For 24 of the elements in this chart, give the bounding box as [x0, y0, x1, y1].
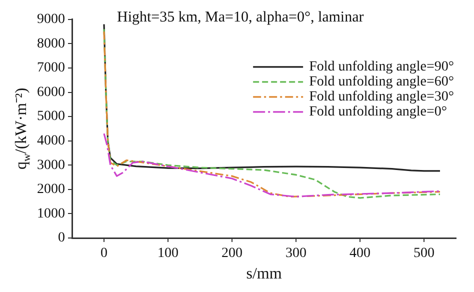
- x-axis-title: s/mm: [246, 266, 282, 283]
- line-series: [103, 132, 441, 198]
- x-tick-label: 300: [286, 246, 306, 262]
- x-tick-label: 100: [158, 246, 178, 262]
- y-tick-label: 3000: [37, 158, 65, 173]
- legend-label: Fold unfolding angle=0°: [309, 104, 448, 120]
- y-tick-label: 8000: [37, 36, 65, 52]
- legend-label: Fold unfolding angle=60°: [309, 74, 454, 90]
- y-tick-label: 9000: [37, 12, 65, 28]
- x-tick-label: 200: [222, 246, 242, 262]
- y-tick-label: 6000: [37, 84, 65, 100]
- y-tick-label: 2000: [37, 182, 65, 198]
- legend-label: Fold unfolding angle=90°: [309, 60, 454, 75]
- y-tick-label: 4000: [37, 134, 65, 149]
- y-axis-title: qw/(kW·m⁻²): [13, 88, 33, 170]
- y-tick-label: 1000: [37, 206, 65, 222]
- y-tick-label: 7000: [37, 60, 65, 76]
- chart-title: Hight=35 km, Ma=10, alpha=0°, laminar: [117, 9, 364, 26]
- legend-label: Fold unfolding angle=30°: [309, 90, 454, 105]
- x-tick-label: 500: [414, 246, 434, 262]
- x-tick-label: 400: [350, 246, 370, 262]
- x-tick-label: 0: [100, 246, 108, 262]
- y-tick-label: 5000: [37, 109, 65, 124]
- y-tick-label: 0: [58, 230, 65, 246]
